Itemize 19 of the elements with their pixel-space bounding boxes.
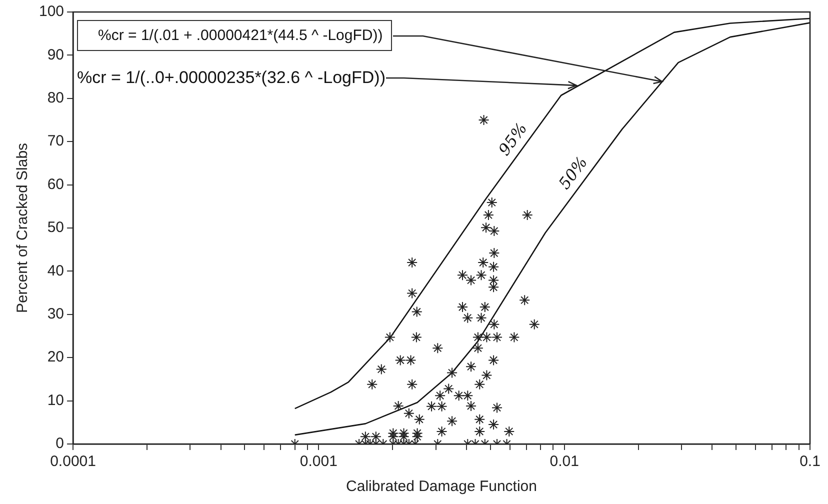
y-tick-label: 60 — [47, 176, 64, 193]
x-tick-label: 0.01 — [550, 453, 579, 470]
y-tick-label: 90 — [47, 46, 64, 64]
y-tick-label: 70 — [47, 132, 64, 150]
y-tick-label: 30 — [47, 306, 64, 323]
y-tick-label: 0 — [56, 435, 64, 452]
x-axis-title: Calibrated Damage Function — [346, 478, 537, 496]
y-tick-label: 80 — [47, 90, 64, 107]
y-tick-label: 20 — [47, 348, 64, 366]
y-axis-title: Percent of Cracked Slabs — [14, 142, 32, 314]
x-tick-label: 0.1 — [800, 453, 820, 470]
x-tick-label: 0.0001 — [50, 453, 96, 470]
y-tick-label: 10 — [47, 392, 64, 409]
y-tick-label: 100 — [38, 3, 64, 20]
annotation: %cr = 1/(.01 + .00000421*(44.5 ^ -LogFD)) — [77, 20, 392, 51]
x-tick-label: 0.001 — [300, 453, 338, 470]
y-tick-label: 40 — [47, 262, 64, 280]
annotation: %cr = 1/(..0+.00000235*(32.6 ^ -LogFD)) — [77, 68, 386, 88]
y-tick-label: 50 — [47, 219, 64, 236]
